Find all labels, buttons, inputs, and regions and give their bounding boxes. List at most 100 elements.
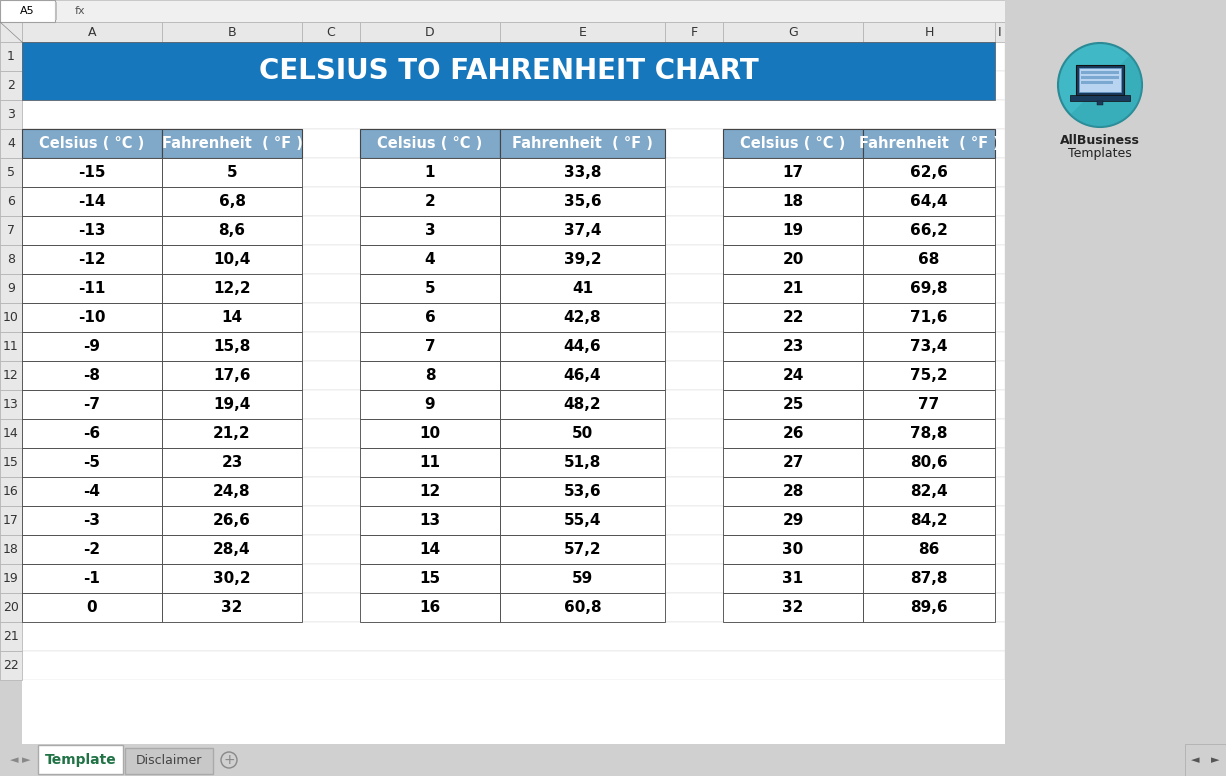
Text: 23: 23 bbox=[222, 455, 243, 470]
Bar bbox=[1005, 0, 1226, 744]
Text: 17: 17 bbox=[782, 165, 803, 180]
Text: -5: -5 bbox=[83, 455, 101, 470]
Bar bbox=[162, 216, 302, 245]
Bar bbox=[863, 593, 996, 622]
Text: 19,4: 19,4 bbox=[213, 397, 250, 412]
Text: 8,6: 8,6 bbox=[218, 223, 245, 238]
Text: 22: 22 bbox=[4, 659, 18, 672]
Bar bbox=[22, 564, 1005, 593]
Text: 18: 18 bbox=[782, 194, 803, 209]
Text: -9: -9 bbox=[83, 339, 101, 354]
Bar bbox=[500, 390, 664, 419]
Bar bbox=[22, 187, 1005, 216]
Text: 48,2: 48,2 bbox=[564, 397, 601, 412]
Bar bbox=[723, 564, 863, 593]
Text: 59: 59 bbox=[571, 571, 593, 586]
Bar bbox=[723, 245, 863, 274]
Bar bbox=[500, 303, 664, 332]
Text: 46,4: 46,4 bbox=[564, 368, 601, 383]
Bar bbox=[664, 22, 723, 42]
Text: 10,4: 10,4 bbox=[213, 252, 250, 267]
Text: ►: ► bbox=[1211, 755, 1219, 765]
Text: 6: 6 bbox=[424, 310, 435, 325]
Text: D: D bbox=[425, 26, 435, 39]
Bar bbox=[0, 0, 1226, 22]
Bar bbox=[360, 419, 500, 448]
Bar bbox=[863, 535, 996, 564]
Bar bbox=[360, 129, 500, 158]
Bar bbox=[0, 303, 22, 332]
Text: Disclaimer: Disclaimer bbox=[136, 753, 202, 767]
Bar bbox=[863, 477, 996, 506]
Bar bbox=[162, 22, 302, 42]
Text: 28,4: 28,4 bbox=[213, 542, 251, 557]
Text: 17: 17 bbox=[2, 514, 18, 527]
Bar bbox=[0, 361, 22, 390]
Bar bbox=[0, 129, 22, 158]
Bar bbox=[863, 187, 996, 216]
Text: Fahrenheit  ( °F ): Fahrenheit ( °F ) bbox=[858, 136, 999, 151]
Text: CELSIUS TO FAHRENHEIT CHART: CELSIUS TO FAHRENHEIT CHART bbox=[259, 57, 759, 85]
Text: 10: 10 bbox=[419, 426, 440, 441]
Bar bbox=[302, 22, 360, 42]
Bar bbox=[55, 2, 56, 20]
Bar bbox=[0, 390, 22, 419]
Bar bbox=[500, 419, 664, 448]
Bar bbox=[0, 477, 22, 506]
Bar bbox=[1076, 65, 1124, 95]
Bar bbox=[22, 187, 162, 216]
Text: -1: -1 bbox=[83, 571, 101, 586]
Text: 33,8: 33,8 bbox=[564, 165, 601, 180]
Bar bbox=[723, 390, 863, 419]
Text: 7: 7 bbox=[424, 339, 435, 354]
Text: 5: 5 bbox=[7, 166, 15, 179]
Text: ►: ► bbox=[22, 755, 31, 765]
Bar bbox=[723, 187, 863, 216]
Text: 32: 32 bbox=[782, 600, 804, 615]
Bar bbox=[162, 564, 302, 593]
Text: 11: 11 bbox=[419, 455, 440, 470]
Bar bbox=[500, 564, 664, 593]
Text: 2: 2 bbox=[7, 79, 15, 92]
Text: 84,2: 84,2 bbox=[910, 513, 948, 528]
Text: -10: -10 bbox=[78, 310, 105, 325]
Bar bbox=[863, 245, 996, 274]
Bar bbox=[0, 651, 22, 680]
Text: 20: 20 bbox=[782, 252, 804, 267]
Bar bbox=[1097, 101, 1103, 105]
Circle shape bbox=[1058, 43, 1141, 127]
Text: 21: 21 bbox=[4, 630, 18, 643]
Bar bbox=[22, 477, 1005, 506]
Text: Celsius ( °C ): Celsius ( °C ) bbox=[741, 136, 846, 151]
Bar bbox=[22, 216, 1005, 245]
Text: 55,4: 55,4 bbox=[564, 513, 601, 528]
Bar bbox=[723, 22, 863, 42]
Bar bbox=[162, 593, 302, 622]
Bar bbox=[996, 22, 1005, 42]
Bar bbox=[22, 448, 162, 477]
Bar bbox=[22, 593, 1005, 622]
Bar bbox=[22, 680, 1005, 744]
Bar bbox=[863, 564, 996, 593]
Text: 16: 16 bbox=[4, 485, 18, 498]
Bar bbox=[22, 42, 996, 100]
Text: 30: 30 bbox=[782, 542, 803, 557]
Text: 12: 12 bbox=[4, 369, 18, 382]
Text: 12: 12 bbox=[419, 484, 440, 499]
Bar bbox=[162, 361, 302, 390]
Bar bbox=[360, 245, 500, 274]
Text: 11: 11 bbox=[4, 340, 18, 353]
Bar bbox=[162, 535, 302, 564]
Text: 17,6: 17,6 bbox=[213, 368, 251, 383]
Text: 69,8: 69,8 bbox=[910, 281, 948, 296]
Bar bbox=[162, 187, 302, 216]
Bar bbox=[500, 332, 664, 361]
Text: 87,8: 87,8 bbox=[910, 571, 948, 586]
Text: ◄: ◄ bbox=[10, 755, 18, 765]
Text: 73,4: 73,4 bbox=[910, 339, 948, 354]
Bar bbox=[22, 274, 162, 303]
Text: 14: 14 bbox=[4, 427, 18, 440]
Bar bbox=[0, 744, 1226, 776]
Text: 32: 32 bbox=[222, 600, 243, 615]
Bar bbox=[22, 535, 1005, 564]
